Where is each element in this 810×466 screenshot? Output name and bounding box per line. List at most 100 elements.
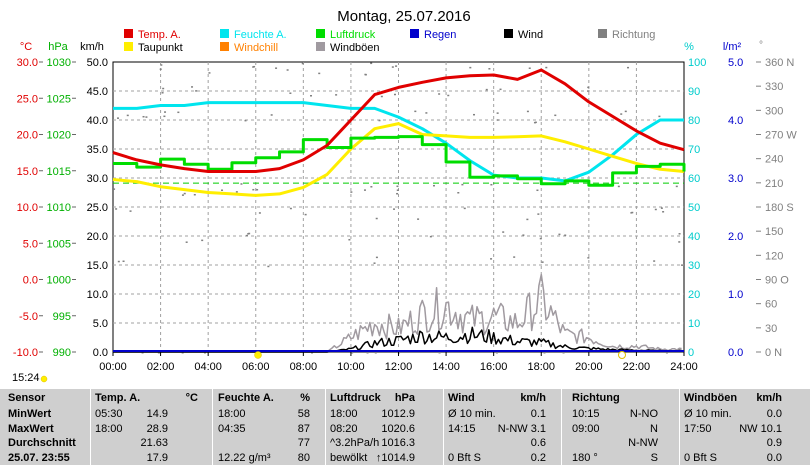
direction-dot [564,234,567,237]
stats-cell: 21.63 [140,437,168,449]
rain-unit: l/m² [723,41,742,53]
axis-tick-temp-c: 0.0 [23,275,38,287]
direction-dot [654,208,657,211]
stats-divider [443,389,444,465]
direction-dot [675,185,678,188]
direction-dot [375,256,378,259]
stats-cell: 1012.9 [381,408,415,420]
stats-cell: MinWert [8,408,52,420]
stats-cell: 80 [297,451,310,464]
axis-tick-humidity-pct: 50 [688,202,700,214]
axis-tick-wind-kmh: 35.0 [87,144,108,156]
direction-dot [620,113,623,115]
direction-dot [258,212,261,214]
axis-tick-rain-lm2: 3.0 [728,173,743,185]
wind-unit: km/h [80,41,104,53]
stats-cell: 09:00 [572,422,600,435]
axis-tick-labels: 30.025.020.015.010.05.00.0-5.0-10.010301… [13,57,797,359]
x-tick-label: 16:00 [480,361,508,373]
axis-tick-direction-deg: 60 [765,299,777,311]
x-tick-label: 12:00 [385,361,413,373]
x-tick-label: 04:00 [194,361,222,373]
legend-swatch [220,29,229,38]
direction-dot [378,119,381,122]
axis-tick-direction-deg: 210 [765,178,783,190]
stats-table: Sensor Temp. A. °C Feuchte A.% Luftdruck hPa W… [0,389,810,465]
axis-tick-humidity-pct: 60 [688,173,700,185]
direction-dot [631,211,634,214]
stats-cell: 18:00 [95,422,123,435]
direction-dot [126,114,129,117]
direction-dot [539,237,542,240]
axis-tick-direction-deg: 270 W [765,130,797,142]
axis-tick-pressure-hpa: 1030 [47,57,71,69]
axis-tick-pressure-hpa: 1020 [47,130,71,142]
stats-cell: 10:15 [572,408,600,420]
direction-dot [393,93,396,96]
legend-swatch [316,42,325,51]
direction-dot [373,262,376,264]
stats-row: MinWert 05:30 14.9 18:00 58 18:00 1012.9 Ø 10 m… [0,407,810,422]
axis-tick-wind-kmh: 40.0 [87,115,108,127]
stats-cell: N [650,422,658,435]
axis-tick-direction-deg: 90 O [765,275,789,287]
stats-cell: 28.9 [146,422,168,435]
direction-dot [267,265,270,268]
direction-dot [220,189,223,191]
direction-dot [587,86,590,89]
direction-dot [201,239,204,242]
axis-tick-pressure-hpa: 1025 [47,93,71,105]
direction-dot [348,238,351,241]
stats-cell: 18:00 [218,408,246,420]
direction-dot [116,117,119,119]
direction-dot [457,192,460,194]
axis-tick-direction-deg: 330 [765,81,783,93]
direction-dot [395,65,398,67]
legend-label: Taupunkt [138,42,183,54]
axis-tick-rain-lm2: 1.0 [728,289,743,301]
legend-swatch [124,42,133,51]
direction-dot [624,110,627,113]
direction-dot [391,66,394,68]
axis-tick-pressure-hpa: 1005 [47,238,71,250]
direction-dot [490,183,493,186]
stats-cell: NW 10.1 [739,422,782,435]
direction-dot [177,111,180,114]
direction-dot [495,352,498,354]
direction-dot [537,213,540,215]
direction-dot [191,86,194,88]
stats-header-row: Sensor Temp. A. °C Feuchte A.% Luftdruck hPa W… [0,391,810,406]
direction-dot [617,185,620,188]
direction-dot [499,88,502,91]
direction-dot [417,218,420,220]
direction-dot [513,256,516,258]
axis-tick-direction-deg: 360 N [765,57,794,69]
x-tick-label: 22:00 [623,361,651,373]
sunrise-marker [254,351,262,359]
stats-cell: N-NW [628,437,658,449]
stats-cell: 0.9 [766,437,782,449]
axis-tick-wind-kmh: 20.0 [87,231,108,243]
axis-tick-humidity-pct: 100 [688,57,706,69]
axis-tick-wind-kmh: 5.0 [93,318,108,330]
stats-cell: °C [185,392,198,404]
axis-tick-humidity-pct: 10 [688,318,700,330]
legend-label: Wind [518,29,543,41]
axis-tick-direction-deg: 0 N [765,347,782,359]
axis-tick-wind-kmh: 0.0 [93,347,108,359]
legend-swatch [124,29,133,38]
direction-dot [396,189,399,191]
axis-tick-wind-kmh: 50.0 [87,57,108,69]
stats-cell: 1016.3 [381,437,415,449]
axis-tick-wind-kmh: 10.0 [87,289,108,301]
stats-cell: 0.6 [530,437,546,449]
direction-dot [351,352,354,354]
axis-tick-pressure-hpa: 1010 [47,202,71,214]
stats-cell: S [650,451,658,464]
direction-dot [113,188,116,190]
sun-marker-left [40,375,48,383]
direction-dots [113,62,684,354]
direction-dot [488,68,491,70]
direction-dot [473,113,476,116]
direction-dot [587,257,590,259]
